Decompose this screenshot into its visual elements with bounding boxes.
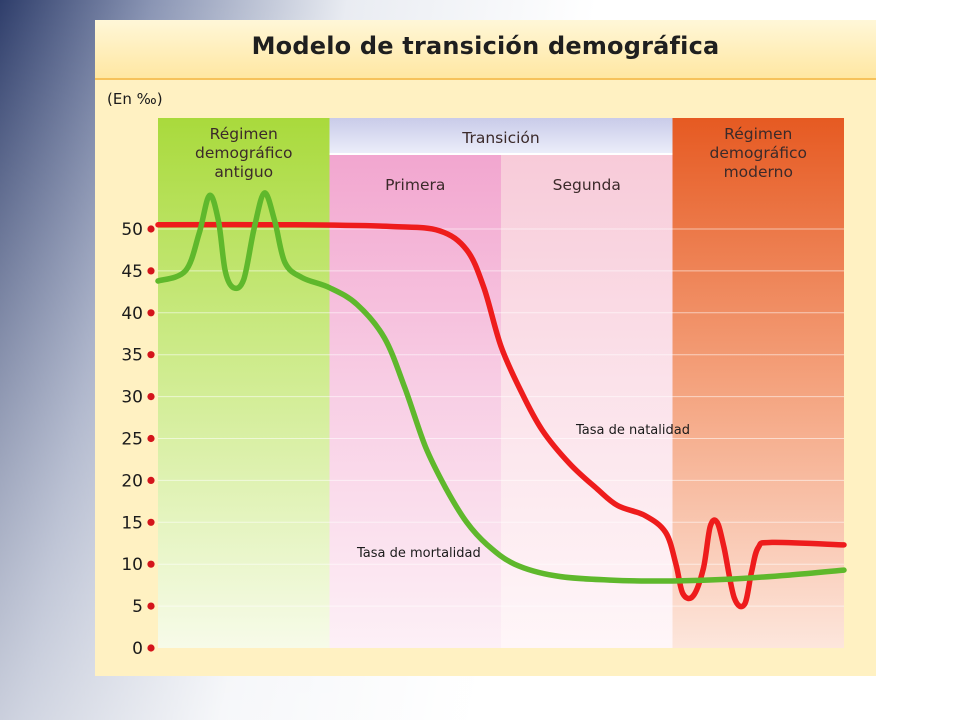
phase-band-primera <box>329 118 501 648</box>
transition-label: Transición <box>461 129 539 147</box>
phase-label-line: Régimen <box>724 125 792 143</box>
phase-band-antiguo <box>158 118 330 648</box>
y-tick-label-5: 5 <box>132 597 143 617</box>
phase-label-line: Segunda <box>553 176 621 194</box>
y-axis-unit-label: (En ‰) <box>107 90 163 108</box>
y-tick-label-0: 0 <box>132 639 143 659</box>
y-tick-dot-20 <box>147 476 155 484</box>
phase-label-line: demográfico <box>195 144 292 162</box>
phase-label-line: Primera <box>385 176 445 194</box>
y-tick-label-45: 45 <box>121 262 143 282</box>
y-tick-dot-35 <box>147 351 155 359</box>
chart-title: Modelo de transición demográfica <box>251 32 720 60</box>
y-tick-label-35: 35 <box>121 346 143 366</box>
y-tick-label-50: 50 <box>121 220 143 240</box>
y-tick-label-40: 40 <box>121 304 143 324</box>
y-tick-dot-5 <box>147 602 155 610</box>
phase-label-line: moderno <box>724 163 793 181</box>
phase-label-line: demográfico <box>710 144 807 162</box>
mortalidad-label: Tasa de mortalidad <box>356 546 481 561</box>
phase-label-segunda: Segunda <box>553 176 621 194</box>
phase-label-primera: Primera <box>385 176 445 194</box>
phase-label-line: antiguo <box>214 163 273 181</box>
phase-label-antiguo: Régimen demográfico antiguo <box>195 125 292 181</box>
y-tick-dot-40 <box>147 309 155 317</box>
title-band: Modelo de transición demográfica <box>95 20 876 80</box>
y-tick-label-30: 30 <box>121 388 143 408</box>
y-tick-dot-15 <box>147 518 155 526</box>
transition-header <box>329 118 673 154</box>
natalidad-label: Tasa de natalidad <box>575 423 690 438</box>
y-tick-label-20: 20 <box>121 471 143 491</box>
phase-label-line: Régimen <box>210 125 278 143</box>
y-tick-dot-45 <box>147 267 155 275</box>
y-tick-dot-10 <box>147 560 155 568</box>
y-tick-dot-0 <box>147 644 155 652</box>
phase-band-moderno <box>672 118 844 648</box>
y-tick-label-10: 10 <box>121 555 143 575</box>
y-tick-dot-25 <box>147 434 155 443</box>
y-tick-label-25: 25 <box>121 430 143 450</box>
y-tick-label-15: 15 <box>121 513 143 533</box>
phase-label-moderno: Régimen demográfico moderno <box>710 125 807 181</box>
natalidad-line <box>155 221 847 610</box>
y-tick-dot-30 <box>147 393 155 401</box>
phase-band-segunda <box>501 118 673 648</box>
mortalidad-line <box>155 190 847 584</box>
chart-card: Modelo de transición demográfica <box>95 20 876 676</box>
y-tick-dot-50 <box>147 225 155 233</box>
